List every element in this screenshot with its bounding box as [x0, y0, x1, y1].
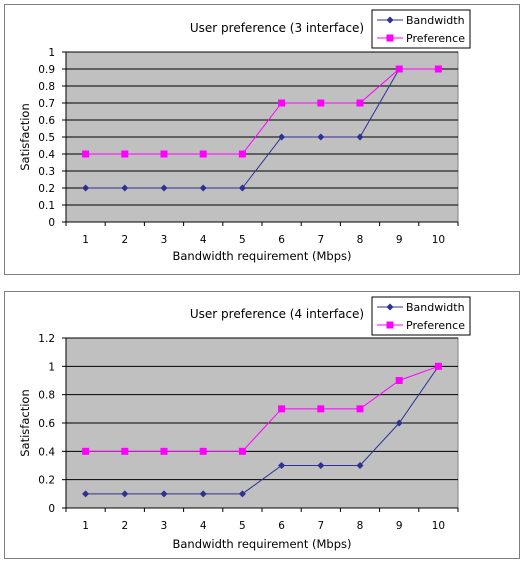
chart-1-y-tick-label: 0 — [48, 217, 55, 229]
chart-1-legend-label-bandwidth: Bandwidth — [406, 14, 465, 27]
chart-2-x-tick-label: 9 — [396, 520, 403, 532]
chart-2-series-preference-point — [160, 447, 168, 455]
chart-2-series-preference-point — [278, 405, 286, 413]
chart-1-series-preference-point — [317, 99, 325, 107]
chart-2-series-preference-point — [121, 447, 129, 455]
chart-1-legend-swatch-marker — [386, 34, 394, 42]
chart-2-series-bandwidth-point — [278, 462, 286, 469]
chart-1-series-preference-point — [160, 150, 168, 158]
chart-2-x-tick-label: 4 — [200, 520, 207, 532]
chart-2-series-bandwidth-point — [395, 419, 403, 427]
chart-2-legend-swatch-marker — [386, 303, 394, 311]
chart-2-x-tick-label: 5 — [239, 520, 246, 532]
chart-2-y-axis-label: Satisfaction — [18, 389, 32, 457]
chart-2-x-tick-label: 1 — [82, 520, 89, 532]
chart-1-y-tick-label: 0.5 — [38, 132, 55, 144]
chart-1-x-tick-label: 10 — [432, 234, 445, 246]
chart-1-y-tick-label: 0.8 — [38, 81, 55, 93]
chart-1-series-preference-point — [199, 150, 207, 158]
chart-2-series-preference-point — [395, 377, 403, 384]
chart-1-y-tick-label: 0.7 — [38, 98, 55, 110]
chart-1-series-bandwidth-point — [278, 133, 286, 141]
chart-2-series-preference-point — [199, 447, 207, 455]
chart-1-series-preference-point — [278, 99, 286, 107]
chart-1-y-tick-label: 0.9 — [38, 64, 55, 76]
chart-1-title: User preference (3 interface) — [190, 21, 364, 35]
chart-1-x-axis-label: Bandwidth requirement (Mbps) — [173, 249, 352, 263]
chart-1-series-bandwidth-point — [238, 184, 246, 192]
chart-1-series-preference-point — [82, 150, 90, 158]
chart-1-series-bandwidth-point — [317, 133, 325, 141]
chart-2-y-tick-label: 0.6 — [38, 418, 55, 430]
chart-2-series-bandwidth-point — [82, 490, 90, 498]
chart-1-series-bandwidth-point — [82, 184, 90, 192]
chart-2-y-tick-label: 1 — [48, 361, 55, 373]
chart-2-y-tick-label: 0.2 — [38, 475, 55, 487]
chart-1-series-preference-point — [395, 65, 403, 73]
chart-1-svg: 0 0.1 0.2 0.3 0.4 0.5 0.6 0.7 0.8 0.9 1 1 2 3 4 5 6 7 8 9 10… — [18, 9, 471, 263]
chart-1-x-tick-label: 4 — [200, 234, 207, 246]
chart-1-series-preference-point — [121, 150, 129, 158]
chart-1-series-bandwidth-point — [121, 184, 129, 192]
chart-1-x-tick-label: 7 — [317, 234, 324, 246]
chart-2-series-bandwidth-point — [121, 490, 129, 498]
chart-2-series-bandwidth-point — [238, 490, 246, 498]
chart-2-legend-swatch-marker — [386, 321, 394, 329]
chart-2-x-tick-label: 7 — [317, 520, 324, 532]
chart-2-x-tick-label: 2 — [121, 520, 128, 532]
chart-1-legend-box — [371, 9, 471, 49]
chart-2-y-tick-label: 0.4 — [38, 446, 55, 458]
chart-1-x-tick-label: 6 — [278, 234, 285, 246]
chart-2-y-tick-label: 1.2 — [38, 333, 55, 345]
chart-2-series-bandwidth-point — [356, 462, 364, 469]
chart-2-svg: 0 0.2 0.4 0.6 0.8 1 1.2 1 2 3 4 5 6 7 8 9 10 User prefere… — [18, 296, 471, 551]
chart-panel-2: 0 0.2 0.4 0.6 0.8 1 1.2 1 2 3 4 5 6 7 8 9 10 User prefere… — [4, 291, 520, 559]
chart-1-y-tick-label: 0.4 — [38, 149, 55, 161]
chart-2-title: User preference (4 interface) — [190, 307, 364, 321]
chart-1-x-tick-label: 5 — [239, 234, 246, 246]
chart-2-series-bandwidth-line — [85, 366, 439, 495]
chart-2-series-preference-point — [356, 405, 364, 413]
chart-2-y-tick-label: 0 — [48, 503, 55, 515]
chart-1-y-tick-label: 0.1 — [38, 200, 55, 212]
chart-1-series-preference-line — [85, 68, 439, 155]
chart-2-series-bandwidth-point — [160, 490, 168, 498]
chart-2-series-preference-point — [238, 447, 246, 455]
chart-1-legend-swatch-marker — [386, 16, 394, 24]
chart-1-series-bandwidth-point — [356, 133, 364, 141]
chart-2-legend-box — [371, 296, 471, 336]
chart-2-series-preference-point — [317, 405, 325, 413]
chart-2-series-bandwidth-point — [317, 462, 325, 469]
chart-1-y-tick-label: 0.6 — [38, 115, 55, 127]
chart-2-legend-label-preference: Preference — [406, 319, 465, 332]
chart-1-series-preference-point — [356, 99, 364, 107]
chart-1-y-tick-label: 0.3 — [38, 166, 55, 178]
chart-1-x-tick-label: 2 — [121, 234, 128, 246]
chart-2-series-preference-point — [82, 447, 90, 455]
chart-1-x-tick-label: 1 — [82, 234, 89, 246]
chart-1-legend-label-preference: Preference — [406, 32, 465, 45]
chart-2-x-tick-label: 3 — [161, 520, 168, 532]
chart-1-series-bandwidth-point — [199, 184, 207, 192]
chart-1-x-tick-label: 9 — [396, 234, 403, 246]
chart-2-x-tick-label: 6 — [278, 520, 285, 532]
chart-1-y-tick-label: 1 — [48, 47, 55, 59]
chart-1-series-preference-point — [434, 65, 442, 73]
chart-2-series-preference-line — [85, 365, 439, 452]
chart-1-y-axis-label: Satisfaction — [18, 103, 32, 171]
chart-2-legend-label-bandwidth: Bandwidth — [406, 301, 465, 314]
chart-2-y-tick-label: 0.8 — [38, 390, 55, 402]
chart-1-x-tick-label: 8 — [357, 234, 364, 246]
chart-2-x-axis-label: Bandwidth requirement (Mbps) — [173, 537, 352, 551]
chart-2-x-tick-label: 8 — [357, 520, 364, 532]
chart-panel-1: 0 0.1 0.2 0.3 0.4 0.5 0.6 0.7 0.8 0.9 1 1 2 3 4 5 6 7 8 9 10… — [4, 4, 520, 275]
chart-2-series-bandwidth-point — [199, 490, 207, 498]
chart-1-y-tick-label: 0.2 — [38, 183, 55, 195]
chart-1-x-tick-label: 3 — [161, 234, 168, 246]
chart-2-series-preference-point — [434, 362, 442, 370]
chart-1-series-preference-point — [238, 150, 246, 158]
chart-1-series-bandwidth-line — [85, 68, 439, 189]
chart-2-x-tick-label: 10 — [432, 520, 445, 532]
chart-1-series-bandwidth-point — [160, 184, 168, 192]
